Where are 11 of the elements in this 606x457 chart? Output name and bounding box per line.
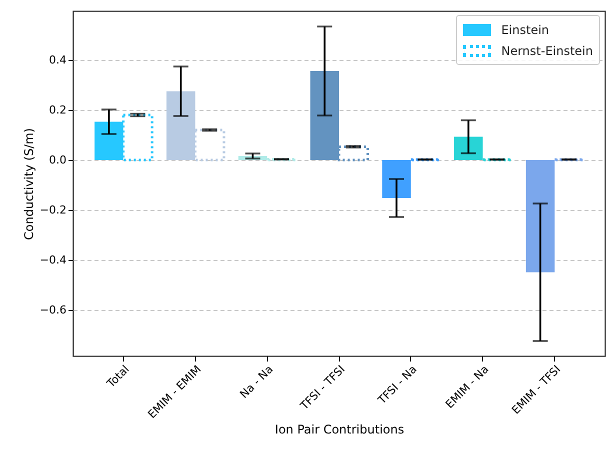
legend-label: Einstein <box>501 22 550 36</box>
y-tick-label: 0.4 <box>49 54 66 66</box>
y-axis-title: Conductivity (S/m) <box>22 128 36 240</box>
y-tick-label: 0.2 <box>49 104 66 116</box>
legend-label: Nernst-Einstein <box>501 44 593 58</box>
y-tick-label: 0.0 <box>49 154 66 166</box>
y-tick-label: −0.6 <box>40 304 66 316</box>
y-tick-label: −0.4 <box>40 254 66 266</box>
x-axis-title: Ion Pair Contributions <box>274 422 404 436</box>
y-tick-label: −0.2 <box>40 204 66 216</box>
x-tick-label: Na - Na <box>237 362 276 401</box>
